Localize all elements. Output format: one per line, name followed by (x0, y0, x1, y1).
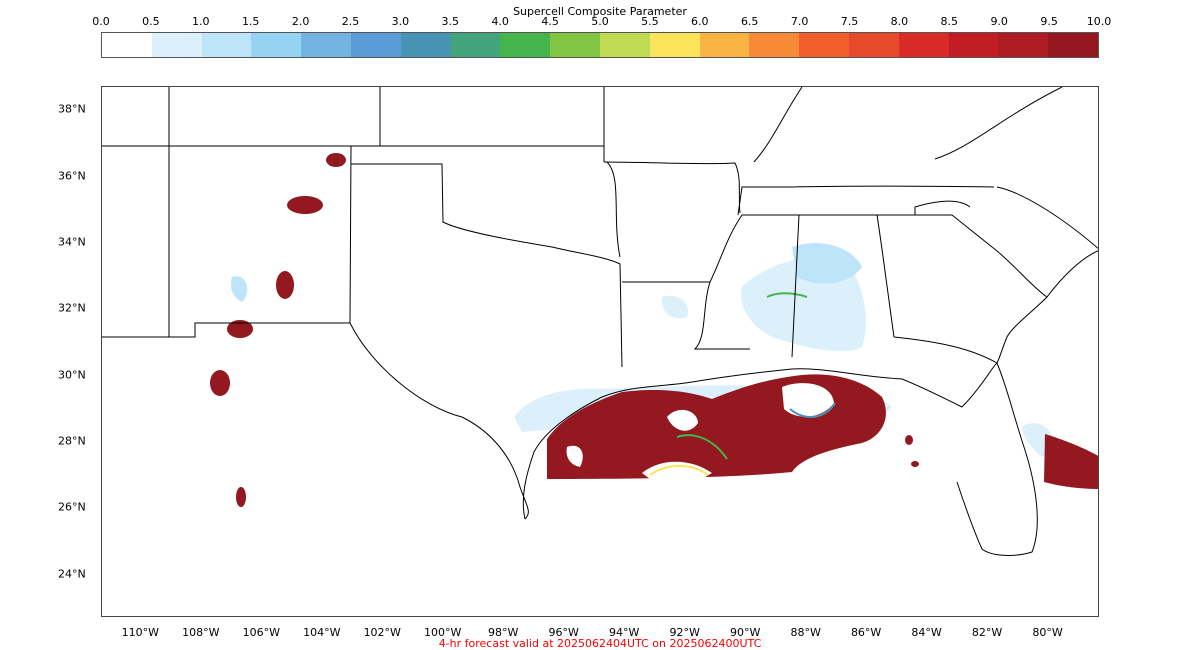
colorbar-bin (151, 33, 202, 57)
colorbar-bin (102, 33, 152, 57)
colorbar-bin (450, 33, 501, 57)
colorbar-bin (599, 33, 650, 57)
forecast-valid-caption: 4-hr forecast valid at 2025062404UTC on … (438, 637, 762, 650)
colorbar-tick-label: 4.0 (491, 15, 509, 28)
colorbar-tick-label: 3.0 (391, 15, 410, 28)
longitude-label: 104°W (303, 626, 341, 639)
colorbar-bin (848, 33, 899, 57)
coastline (349, 250, 1098, 556)
colorbar-tick-label: 8.5 (940, 15, 959, 28)
colorbar-bin (301, 33, 351, 57)
map-panel (101, 86, 1099, 617)
colorbar (101, 32, 1099, 58)
colorbar-tick-label: 9.5 (1040, 15, 1058, 28)
longitude-label: 88°W (790, 626, 821, 639)
colorbar-bin (898, 33, 949, 57)
latitude-label: 32°N (58, 301, 86, 315)
longitude-label: 86°W (850, 626, 882, 639)
colorbar-bin (500, 33, 551, 57)
scp-high-values (210, 153, 1098, 507)
colorbar-bin (948, 33, 999, 57)
colorbar-tick-label: 1.0 (192, 15, 210, 28)
colorbar-tick-label: 4.5 (541, 15, 559, 28)
colorbar-bin (251, 33, 302, 57)
longitude-label: 84°W (911, 626, 942, 639)
latitude-label: 26°N (58, 500, 86, 514)
colorbar-bin (400, 33, 451, 57)
colorbar-tick-label: 6.5 (740, 15, 759, 28)
colorbar-tick-label: 0.5 (142, 15, 160, 28)
scp-gaps (566, 383, 834, 479)
state-boundaries (102, 87, 1098, 368)
scp-mid-accents (649, 292, 836, 476)
longitude-label: 102°W (363, 626, 401, 639)
longitude-label: 110°W (121, 626, 159, 639)
colorbar-tick-label: 8.0 (890, 15, 909, 28)
longitude-label: 100°W (424, 626, 462, 639)
colorbar-tick-label: 7.0 (790, 15, 809, 28)
colorbar-bin (550, 33, 600, 57)
latitude-label: 28°N (58, 434, 86, 448)
colorbar-tick-label: 5.5 (641, 15, 659, 28)
colorbar-tick-label: 2.5 (341, 15, 360, 28)
colorbar-bin (1048, 33, 1098, 57)
colorbar-tick-label: 1.5 (241, 15, 260, 28)
colorbar-bin (749, 33, 800, 57)
colorbar-tick-label: 0.0 (92, 15, 110, 28)
colorbar-title: Supercell Composite Parameter (513, 5, 687, 18)
longitude-label: 90°W (729, 626, 761, 639)
longitude-label: 92°W (669, 626, 700, 639)
colorbar-bin (998, 33, 1049, 57)
colorbar-tick-label: 6.0 (691, 15, 709, 28)
longitude-label: 106°W (242, 626, 280, 639)
longitude-label: 98°W (488, 626, 519, 639)
colorbar-bin (350, 33, 401, 57)
latitude-label: 34°N (58, 235, 86, 249)
colorbar-tick-labels: 0.0 0.5 1.0 1.5 2.0 2.5 3.0 3.5 4.0 4.5 5.0 5.5 6.0 6… (0, 15, 1200, 29)
longitude-label: 80°W (1032, 626, 1063, 639)
colorbar-tick-label: 7.5 (840, 15, 859, 28)
latitude-label: 38°N (58, 102, 86, 116)
longitude-label: 82°W (971, 626, 1003, 639)
latitude-label: 30°N (58, 368, 86, 382)
longitude-label: 108°W (182, 626, 220, 639)
longitude-label: 94°W (609, 626, 640, 639)
colorbar-tick-label: 10.0 (1086, 15, 1112, 28)
longitude-label: 96°W (548, 626, 579, 639)
colorbar-bin (799, 33, 849, 57)
latitude-label: 24°N (58, 567, 86, 581)
colorbar-bin (201, 33, 252, 57)
colorbar-tick-label: 5.0 (591, 15, 609, 28)
colorbar-tick-label: 9.0 (990, 15, 1008, 28)
map-canvas (102, 87, 1098, 556)
colorbar-tick-label: 3.5 (441, 15, 460, 28)
colorbar-bin (699, 33, 750, 57)
latitude-label: 36°N (58, 169, 86, 183)
colorbar-tick-label: 2.0 (291, 15, 310, 28)
colorbar-bin (649, 33, 700, 57)
